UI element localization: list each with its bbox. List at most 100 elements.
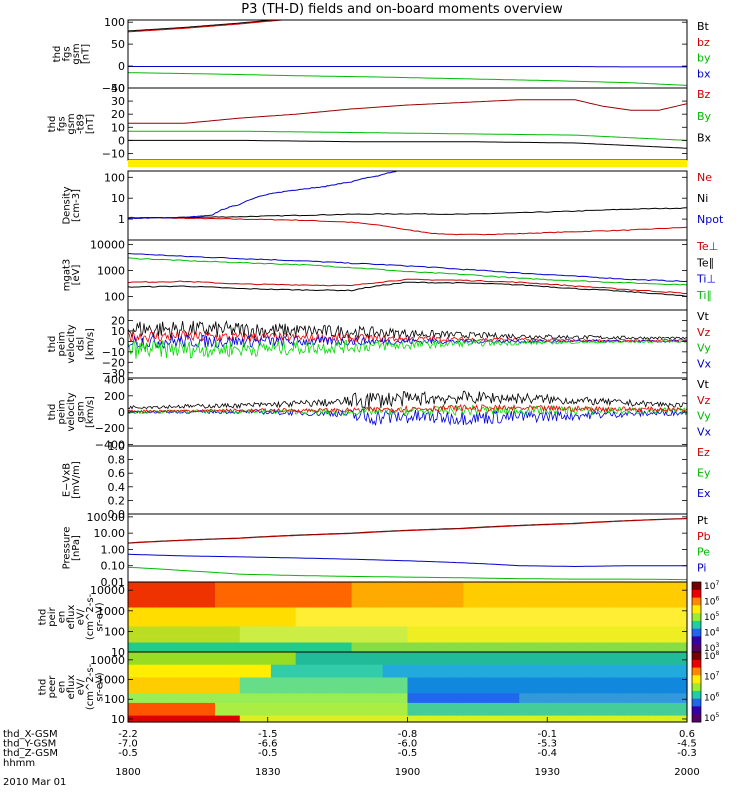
legend-entry: Vy	[697, 410, 711, 423]
legend-entry: Bt	[697, 20, 710, 33]
panel-p9: 10710610510410310000100010010thdpeirenef…	[38, 580, 720, 659]
panel-frame	[127, 87, 688, 161]
legend-entry: By	[697, 110, 712, 123]
series-line-Vy	[128, 339, 687, 359]
ephemeris-value: -2.2	[118, 729, 138, 740]
colorbar-tick-label: 106	[704, 691, 719, 703]
y-tick-label: 400	[104, 374, 125, 387]
series-group-p5	[128, 320, 687, 359]
series-group-p6	[128, 390, 687, 426]
series-line-Pb	[128, 518, 687, 544]
ephemeris-value: -0.8	[398, 729, 418, 740]
y-tick-label: 100	[104, 171, 125, 184]
ephemeris-value: -1.5	[258, 729, 278, 740]
series-line-Vt	[128, 320, 687, 340]
y-label-line: gsm	[66, 113, 77, 134]
y-label-line: peim	[57, 331, 68, 356]
legend-entry: Ez	[697, 446, 710, 459]
ephemeris-label: thd_Z-GSM	[3, 748, 58, 759]
y-tick-label: 10000	[90, 239, 125, 252]
ephemeris-value: -0.5	[258, 748, 278, 759]
panel-p3: 100 10 1 Density[cm-3] Ne Ni Npot	[61, 170, 724, 241]
colorbar-tick-label: 105	[704, 712, 719, 724]
y-tick-label: 0.6	[108, 467, 126, 480]
y-tick-label: 1000	[97, 265, 125, 278]
ephemeris-label: thd_Y-GSM	[3, 739, 56, 750]
colorbar-tick-label: 106	[704, 596, 719, 608]
y-tick-label: 1000	[97, 605, 125, 618]
colorbar-tick-label: 105	[704, 611, 719, 623]
colorbar-tick-label: 104	[704, 627, 719, 639]
y-tick-label: 10	[111, 192, 125, 205]
y-tick-label: 10.00	[94, 527, 126, 540]
legend-p1: Bt bz by bx	[697, 20, 711, 80]
ephemeris-value: -0.5	[398, 748, 418, 759]
y-label-line: en	[57, 611, 68, 624]
y-label-line: eV/	[76, 678, 87, 695]
series-line-Vx	[128, 333, 687, 350]
y-tick-label: −50	[102, 82, 125, 95]
y-label-line: [km/s]	[85, 396, 96, 428]
legend-entry: Vz	[697, 326, 711, 339]
legend-entry: Pt	[697, 514, 709, 527]
y-tick-label: −10	[102, 148, 125, 161]
y-axis-p9: 10000 1000 100 10	[90, 584, 687, 659]
legend-entry: Pb	[697, 530, 711, 543]
series-group-p8	[128, 517, 687, 581]
legend-entry: Te⊥	[696, 240, 718, 253]
y-label-line: gsm	[71, 43, 82, 64]
y-tick-label: 100	[104, 290, 125, 303]
panel-p8: 100.00 10.00 1.00 0.10 0.01 Pressure[nPa] Pt Pb…	[61, 511, 710, 589]
y-tick-label: 1.00	[101, 543, 126, 556]
y-label-line: [nT]	[80, 44, 91, 64]
spectrogram-p9	[128, 582, 688, 653]
y-label-line: [km/s]	[85, 328, 96, 360]
ephemeris-value: 0.6	[679, 729, 695, 740]
ephemeris-value: -6.6	[258, 739, 278, 750]
y-label-line: thd	[47, 336, 58, 353]
y-label-line: sr-eV)	[95, 602, 106, 631]
legend-entry: Ti∥	[696, 289, 712, 302]
y-label-line: eflux	[66, 605, 77, 630]
legend-p6: Vt Vz Vy Vx	[697, 378, 712, 438]
y-label-line: eV/	[76, 608, 87, 625]
y-tick-label: 20	[111, 315, 125, 328]
series-line-Bx	[128, 139, 687, 149]
legend-entry: Pe	[697, 546, 710, 559]
y-label-line: sr-eV)	[95, 672, 106, 701]
legend-p7: Ez Ey Ex	[697, 446, 711, 500]
series-line-Ni	[128, 207, 687, 219]
series-line-Vx	[128, 408, 687, 426]
colorbar-tick-label: 107	[704, 671, 719, 683]
y-label-line: [cm-3]	[71, 189, 82, 222]
panels-group: 100500−50thdfgsgsm[nT]Btbzbybx403020100−…	[38, 16, 724, 726]
y-label-line: (cm^2-s-	[85, 663, 96, 710]
y-label-line: thd	[47, 116, 58, 133]
y-label-line: thd	[52, 46, 63, 63]
series-line-Vy	[128, 404, 687, 417]
legend-entry: Vt	[697, 378, 710, 391]
y-label-line: E−VxB	[61, 463, 72, 497]
y-tick-label: 0	[118, 406, 125, 419]
y-label-line: peer	[47, 675, 58, 699]
panel-p4: 10000 1000 100 mgat3[eV] Te⊥ Te∥ Ti⊥ Ti∥	[61, 239, 718, 311]
panel-frame	[127, 445, 688, 515]
y-label-line: [mV/m]	[71, 461, 82, 499]
y-tick-label: −20	[102, 356, 125, 369]
y-axis-label-p7: E−VxB[mV/m]	[61, 461, 82, 499]
legend-entry: Te∥	[696, 256, 714, 269]
series-line-Vt	[128, 390, 687, 410]
y-tick-label: 100.00	[87, 511, 126, 524]
y-label-line: dsl	[76, 337, 87, 351]
legend-entry: Ni	[697, 192, 708, 205]
legend-entry: Ey	[697, 467, 711, 480]
legend-entry: Vz	[697, 394, 711, 407]
ephemeris-value: -0.5	[118, 748, 138, 759]
series-line-Vz	[128, 403, 687, 414]
legend-entry: Ne	[697, 171, 712, 184]
